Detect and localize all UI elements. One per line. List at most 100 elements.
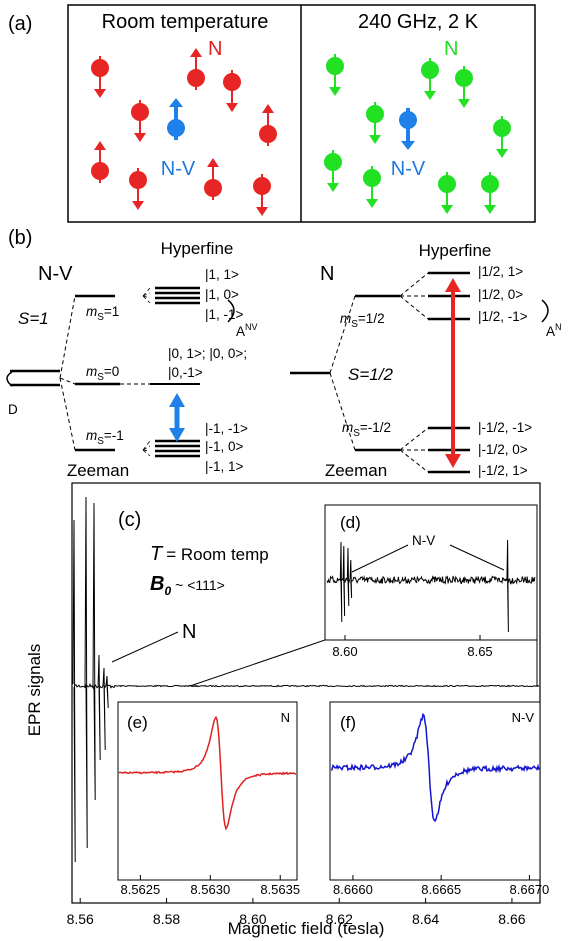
spin-arrowhead [94,141,106,150]
spin-label: S=1/2 [348,365,393,384]
x-tick-label: 8.60 [239,911,266,927]
ms-symbol: m [86,304,97,319]
x-tick-label: 8.6660 [333,882,373,897]
leader-line [449,544,505,571]
panel-label: (d) [340,513,361,532]
field-symbol: B [150,573,164,595]
state-label: |0, 1>; |0, 0>; [168,346,247,361]
connector [399,295,429,320]
spin [91,59,109,77]
ms-subscript: S [97,436,104,447]
spin [438,175,456,193]
connector [142,292,151,297]
state-label: |0,-1> [168,365,203,380]
x-tick-label: 8.60 [332,644,357,659]
ms-subscript: S [97,372,104,383]
leader-line [111,631,179,663]
ms-value: =1 [104,304,119,319]
ms-label: mS=1 [86,304,119,323]
spins [91,48,511,216]
state-label: |1/2, 0> [478,287,523,302]
nv-label: N-V [391,158,426,180]
spin-arrowhead [169,98,183,107]
spin [363,169,381,187]
inset-tag: N [281,710,290,725]
bracket [541,299,549,323]
x-tick-label: 8.56 [67,911,94,927]
connector [59,377,76,451]
coupling-symbol: A [546,324,555,339]
inset-frame [329,701,541,881]
spin-arrowhead [458,99,470,108]
spin [223,73,241,91]
ms-label: mS=1/2 [340,311,385,330]
spin-arrowhead [369,135,381,144]
field-direction: ~ <111> [175,577,225,593]
ms-subscript: S [353,428,360,439]
spin-arrowhead [132,201,144,210]
spin [259,125,277,143]
spin-arrowhead [496,149,508,158]
panel-label: (f) [340,713,356,732]
hyperfine-label: Hyperfine [161,239,234,258]
ms-label: mS=0 [86,364,119,383]
state-label: |-1/2, 1> [478,463,528,478]
spin [399,111,417,129]
epr-trace [330,712,540,823]
spin-arrowhead [94,89,106,98]
nv-annotation: N-V [412,533,435,548]
x-tick-label: 8.62 [326,911,353,927]
spin [129,171,147,189]
species-label: N [320,263,334,285]
spin-arrowhead [424,91,436,100]
panel-title: 240 GHz, 2 K [358,11,479,33]
zeeman-label: Zeeman [67,461,129,480]
temperature-value: = Room temp [166,545,269,564]
epr-trace [72,496,540,863]
temperature-symbol: T [150,543,164,565]
x-tick-label: 8.66 [498,911,525,927]
arrowhead [445,278,461,292]
coupling-label: ANV [236,322,258,339]
state-label: |1, 1> [205,267,239,282]
spin [455,69,473,87]
spin-label: S=1 [18,309,49,328]
connector [59,377,76,385]
zoom-line [189,639,326,687]
x-tick-label: 8.5630 [190,882,230,897]
state-label: |1, -1> [205,307,244,322]
spin-arrowhead [207,158,219,167]
epr-trace [326,539,536,633]
x-axis-label: Magnetic field (tesla) [228,919,385,938]
leader-line [351,544,409,573]
state-label: |1/2, 1> [478,264,523,279]
species-label: N-V [38,263,73,285]
spin [187,69,205,87]
x-tick-label: 8.5625 [120,882,160,897]
spin-arrowhead [190,48,202,57]
spin [131,103,149,121]
state-label: |-1, 0> [205,439,244,454]
spin [91,162,109,180]
panel-label: (b) [8,227,32,249]
panel-label: (e) [127,713,148,732]
spin [421,61,439,79]
field-label: B0 ~ <111> [150,573,225,598]
ms-subscript: S [351,319,358,330]
ms-symbol: m [86,364,97,379]
panel-title: Room temperature [102,11,269,33]
spin [493,119,511,137]
connector [142,295,151,299]
x-tick-label: 8.6670 [510,882,550,897]
spin-arrowhead [262,104,274,113]
spin-arrowhead [329,87,341,96]
connector [142,449,151,452]
state-label: |-1/2, 0> [478,442,528,457]
connector [329,372,356,451]
inset-frame [117,701,298,881]
state-label: |-1/2, -1> [478,420,532,435]
spin [253,177,271,195]
coupling-superscript: NV [245,322,258,332]
connector [399,427,429,451]
x-tick-label: 8.6665 [421,882,461,897]
